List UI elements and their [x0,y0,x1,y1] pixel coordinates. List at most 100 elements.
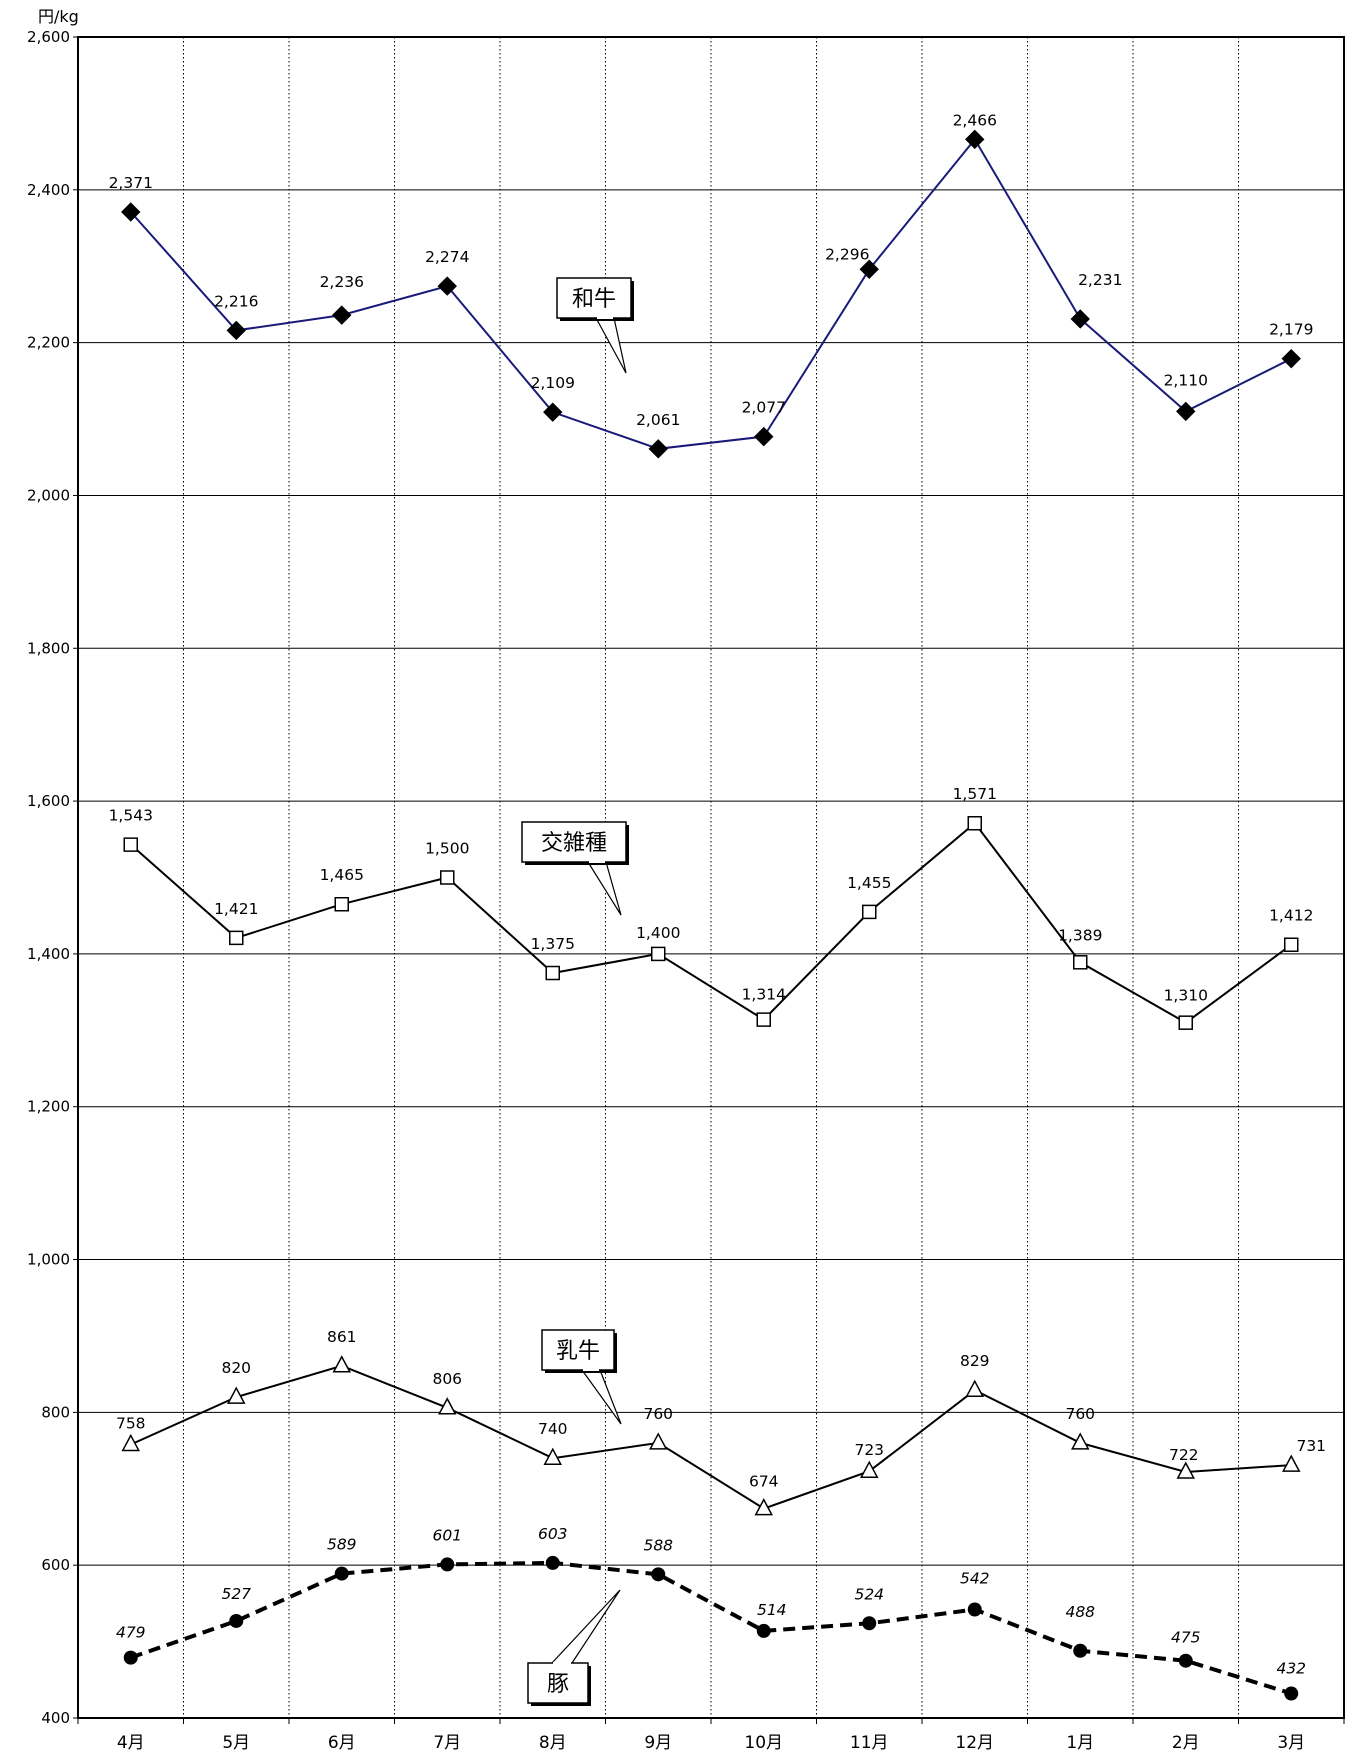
data-point-marker [543,1447,562,1465]
data-label: 2,466 [953,111,997,129]
data-label: 601 [432,1526,462,1544]
data-label: 603 [538,1525,568,1543]
data-label: 1,500 [425,840,469,858]
data-label: 2,109 [531,374,575,392]
data-point-marker [332,1355,351,1373]
y-tick-label: 1,800 [27,639,70,657]
x-tick-label: 5月 [222,1733,250,1753]
data-label: 1,375 [531,935,575,953]
data-label: 589 [327,1536,357,1554]
data-label: 740 [538,1420,568,1438]
data-label: 475 [1171,1629,1201,1647]
data-point-marker [862,1616,877,1631]
data-point-marker [754,1498,773,1516]
data-label: 1,571 [953,785,997,803]
data-label: 2,274 [425,248,469,266]
data-point-marker [332,305,352,325]
data-point-marker [756,1623,771,1638]
data-point-marker [651,1567,666,1582]
data-label: 2,216 [214,292,258,310]
x-tick-label: 11月 [850,1733,889,1753]
callout-label: 豚 [547,1672,569,1697]
data-point-marker [123,837,138,852]
callout-box [527,1662,589,1704]
series-group: 2,371 2,216 2,236 2,274 2,109 2,061 2,077 2,296… [109,111,1313,459]
y-tick-label: 1,000 [27,1251,70,1269]
data-label: 861 [327,1328,357,1346]
data-point-marker [651,946,666,962]
data-point-marker [649,1432,668,1450]
data-point-marker [648,439,668,459]
data-label: 806 [432,1370,462,1388]
data-point-marker [334,1566,349,1581]
y-tick-label: 600 [41,1556,70,1574]
data-label: 2,371 [109,174,153,192]
series-line [130,137,1292,450]
callout-label: 乳牛 [556,1339,600,1364]
axes: 円/kg 400 600 800 1,000 1,200 1,400 1,600 1,800 2… [27,7,1345,1753]
data-point-marker [1070,309,1090,329]
data-point-marker [1073,955,1088,970]
data-point-marker [967,815,982,831]
data-label: 1,455 [847,874,891,892]
y-tick-label: 1,200 [27,1098,70,1116]
data-label: 527 [221,1585,251,1603]
data-point-marker [229,1613,244,1628]
data-point-marker [437,276,457,296]
data-point-marker [438,1397,457,1415]
data-point-marker [121,1433,140,1452]
data-point-marker [1073,1643,1088,1658]
data-label: 2,110 [1164,371,1208,389]
data-point-marker [859,259,879,279]
series-line [130,821,1292,1024]
data-point-marker [1281,348,1301,369]
x-tick-label: 8月 [539,1733,567,1753]
series-callout: 和牛 [556,277,634,374]
x-tick-label: 2月 [1172,1733,1200,1753]
y-tick-label: 2,400 [27,181,70,199]
data-label: 820 [221,1359,251,1377]
data-point-marker [1178,1653,1193,1668]
callout-pointer [551,1589,621,1664]
data-label: 760 [643,1405,673,1423]
data-label: 542 [960,1569,990,1587]
data-label: 524 [854,1585,884,1603]
data-point-marker [1071,1432,1090,1450]
data-point-marker [756,1012,771,1027]
data-point-marker [440,1557,455,1572]
data-label: 514 [757,1601,787,1619]
y-tick-label: 1,600 [27,792,70,810]
data-point-marker [1284,937,1299,952]
series: 2,371 2,216 2,236 2,274 2,109 2,061 2,077 2,296… [109,111,1326,1701]
data-point-marker [334,896,349,912]
data-label: 479 [116,1624,146,1642]
data-label: 1,389 [1058,926,1102,944]
callout-box [556,277,632,319]
data-point-marker [965,129,985,150]
series-line [130,1364,1292,1510]
data-point-marker [967,1602,982,1617]
y-tick-label: 2,000 [27,486,70,504]
data-point-marker [754,426,774,447]
y-tick-label: 2,600 [27,28,70,46]
x-tick-label: 3月 [1277,1733,1305,1753]
data-point-marker [545,965,560,981]
callout-pointer [581,1369,622,1425]
data-label: 2,236 [320,273,364,291]
data-label: 731 [1296,1437,1326,1455]
data-point-marker [543,402,563,422]
data-point-marker [226,320,246,341]
data-label: 488 [1065,1603,1095,1621]
data-label: 722 [1169,1446,1199,1464]
x-tick-label: 4月 [117,1733,145,1753]
grid [78,36,1344,1719]
series-callout: 交雑種 [521,821,629,916]
data-point-marker [227,1386,246,1404]
data-label: 829 [960,1352,990,1370]
data-label: 1,400 [636,924,680,942]
data-label: 1,314 [742,986,786,1004]
data-label: 1,412 [1269,907,1313,925]
series-callout: 豚 [527,1589,621,1706]
